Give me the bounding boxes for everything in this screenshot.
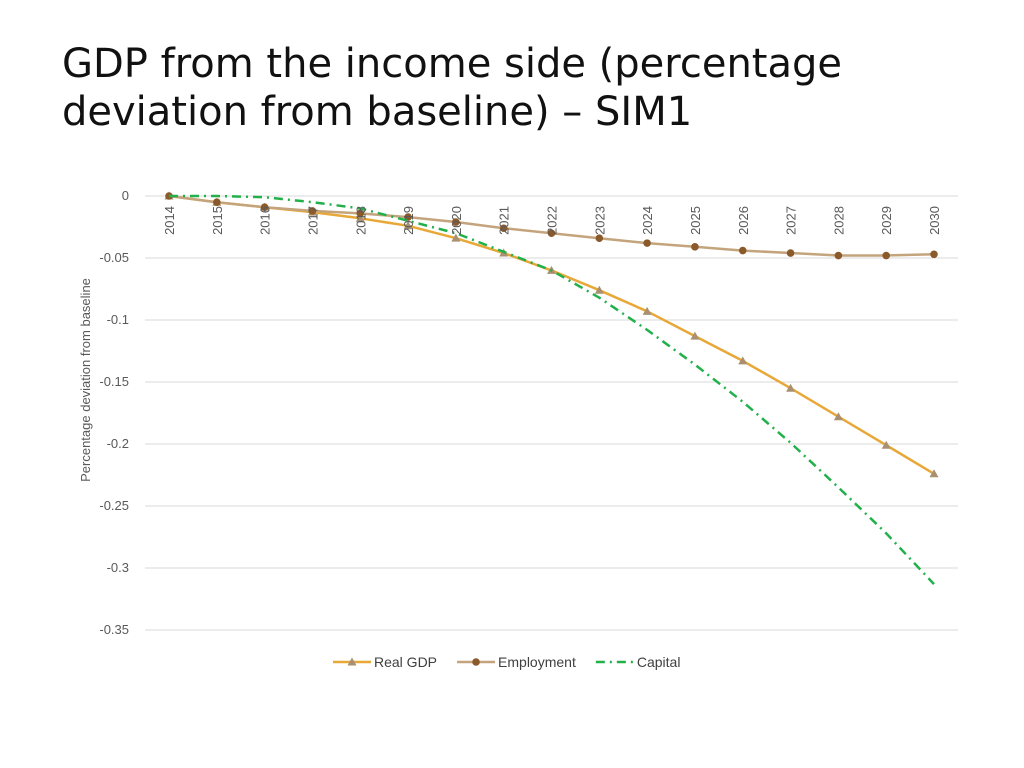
y-tick-label: -0.35: [99, 622, 129, 637]
x-tick-label: 2028: [831, 206, 846, 235]
y-tick-label: -0.1: [107, 312, 129, 327]
series-capital: [169, 194, 935, 585]
data-point: [786, 383, 796, 392]
data-point: [451, 233, 461, 242]
series-line: [169, 194, 935, 585]
x-tick-label: 2026: [736, 206, 751, 235]
y-axis-ticks: 0 -0.05 -0.1 -0.15 -0.2 -0.25 -0.3 -0.35: [99, 188, 129, 637]
y-axis-label: Percentage deviation from baseline: [78, 278, 93, 482]
data-point: [690, 331, 700, 340]
x-tick-label: 2022: [545, 206, 560, 235]
x-tick-label: 2029: [879, 206, 894, 235]
series-group: [164, 191, 939, 585]
series-employment: [165, 192, 938, 260]
data-point: [833, 412, 843, 421]
y-tick-label: -0.15: [99, 374, 129, 389]
legend-marker: [472, 658, 480, 666]
legend-marker: [347, 657, 357, 666]
data-point: [356, 209, 365, 218]
data-point: [929, 469, 939, 478]
data-point: [595, 234, 604, 242]
data-point: [834, 251, 843, 260]
data-point: [881, 440, 891, 449]
y-tick-label: -0.2: [107, 436, 129, 451]
legend-label: Employment: [498, 654, 576, 670]
data-point: [547, 229, 556, 237]
x-tick-label: 2017: [305, 206, 320, 235]
data-point: [499, 224, 508, 233]
x-tick-label: 2021: [497, 206, 512, 235]
legend-label: Capital: [637, 654, 681, 670]
data-point: [260, 203, 269, 211]
data-point: [691, 243, 699, 251]
x-tick-label: 2030: [927, 206, 942, 235]
x-tick-label: 2024: [640, 206, 655, 235]
slide-title-line-2: deviation from baseline) – SIM1: [62, 89, 693, 135]
data-point: [882, 251, 890, 260]
data-point: [738, 246, 747, 255]
legend-label: Real GDP: [374, 654, 437, 670]
slide-title: GDP from the income side (percentage dev…: [62, 40, 962, 136]
data-point: [594, 285, 604, 294]
slide-title-line-1: GDP from the income side (percentage: [62, 41, 842, 87]
data-point: [786, 249, 795, 257]
data-point: [404, 213, 412, 221]
data-point: [738, 356, 748, 365]
gridlines: [145, 195, 958, 631]
x-tick-label: 2020: [449, 206, 464, 235]
series-line: [168, 194, 935, 475]
y-tick-label: -0.05: [99, 250, 129, 265]
legend-item: Real GDP: [333, 654, 437, 670]
legend-item: Capital: [595, 654, 681, 670]
y-tick-label: -0.3: [107, 560, 129, 575]
x-tick-label: 2023: [592, 206, 607, 235]
data-point: [643, 239, 651, 247]
x-tick-label: 2018: [353, 206, 368, 235]
data-point: [403, 221, 413, 230]
data-point: [642, 306, 652, 315]
data-point: [308, 207, 317, 215]
data-point: [355, 213, 365, 222]
data-point: [213, 198, 221, 206]
legend: Real GDP Employment Capital: [333, 654, 680, 670]
legend-item: Employment: [457, 654, 576, 670]
x-tick-label: 2027: [784, 206, 799, 235]
x-tick-label: 2025: [688, 206, 703, 235]
x-tick-label: 2014: [162, 206, 177, 235]
x-tick-label: 2016: [258, 206, 273, 235]
y-tick-label: -0.25: [99, 498, 129, 513]
data-point: [452, 218, 460, 226]
data-point: [930, 250, 938, 259]
x-tick-label: 2015: [210, 206, 225, 235]
x-axis-ticks: 2014 2015 2016 2017 2018 2019 2020 2021 2022 2023…: [162, 206, 942, 235]
y-tick-label: 0: [122, 188, 129, 203]
x-tick-label: 2019: [401, 206, 416, 235]
